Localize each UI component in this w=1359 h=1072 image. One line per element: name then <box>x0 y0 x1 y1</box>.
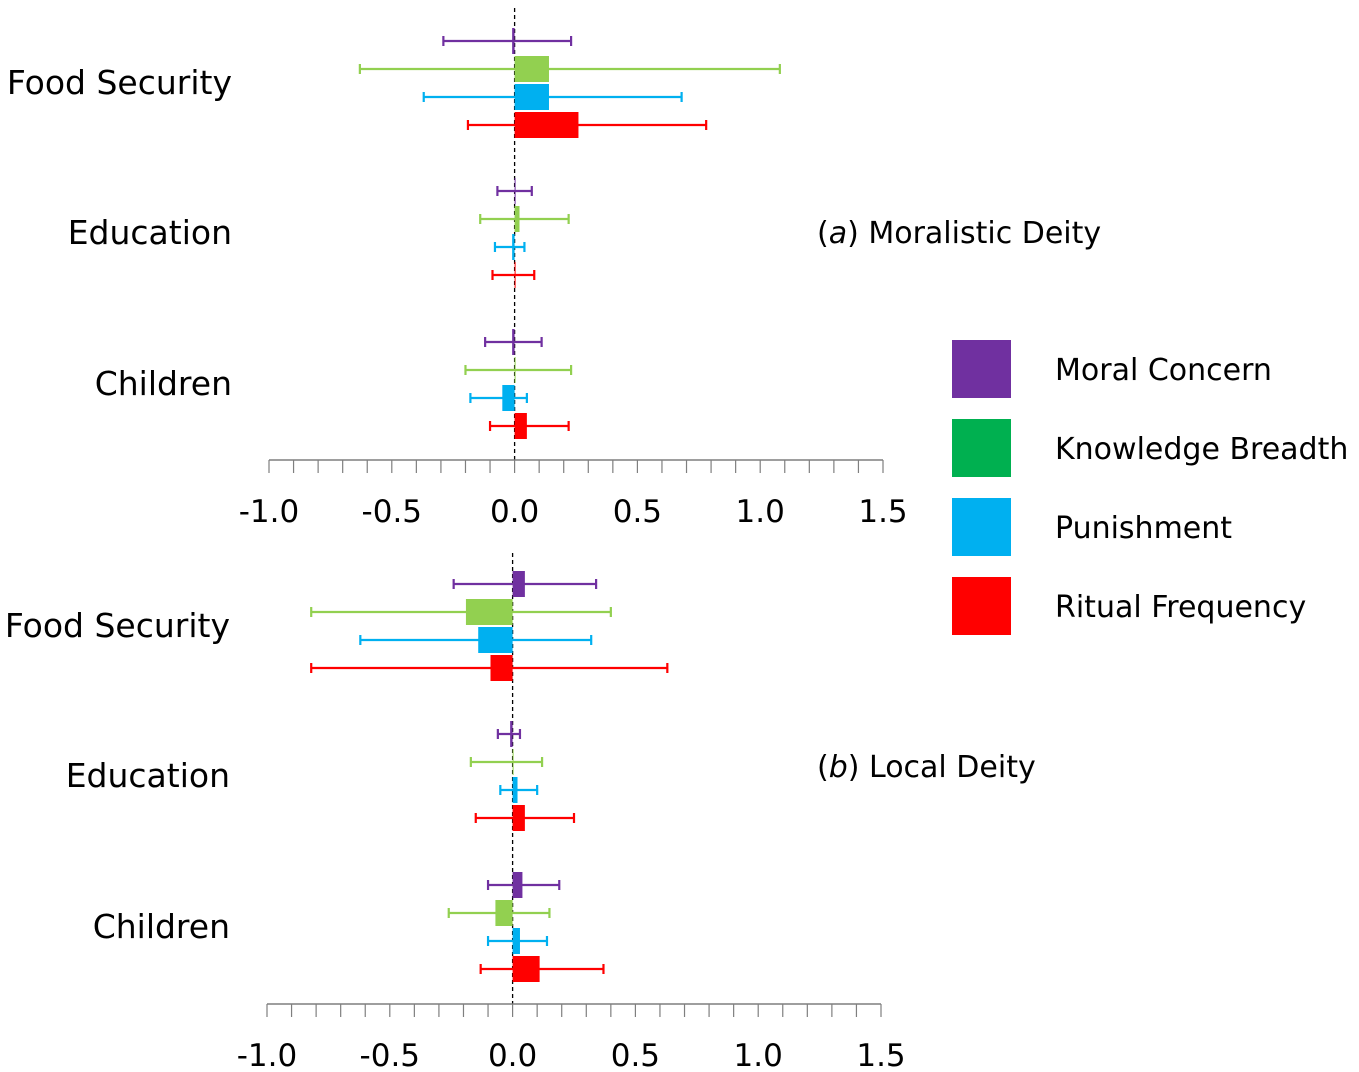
panel-b: -1.0 -0.5 0.0 0.5 1.0 1.5 Food Security Educati… <box>5 553 1036 1072</box>
legend-label: Moral Concern <box>1055 353 1272 388</box>
panel-a: -1.0 -0.5 0.0 0.5 1.0 1.5 Food Security Educati… <box>7 8 1101 530</box>
x-tick-label: -0.5 <box>360 1038 421 1072</box>
panel-title-letter: a <box>829 216 847 251</box>
legend-swatch <box>952 498 1011 556</box>
x-tick-label: -1.0 <box>237 1038 298 1072</box>
category-label: Food Security <box>7 63 232 102</box>
panel-title-text: ) Moralistic Deity <box>847 216 1101 251</box>
chart-legend: Moral Concern Knowledge Breadth Punishment… <box>952 340 1348 635</box>
chart-panels: -1.0 -0.5 0.0 0.5 1.0 1.5 Food Security Educati… <box>5 8 1101 1072</box>
panel-title: (a) Moralistic Deity <box>817 216 1101 251</box>
legend-label: Ritual Frequency <box>1055 590 1306 625</box>
category-label: Education <box>68 213 232 252</box>
x-tick-label: 0.0 <box>490 494 539 530</box>
x-tick-label: -1.0 <box>239 494 300 530</box>
legend-swatch <box>952 419 1011 477</box>
legend-label: Knowledge Breadth <box>1055 432 1348 467</box>
legend-swatch <box>952 577 1011 635</box>
legend-swatch <box>952 340 1011 398</box>
x-tick-label: 1.0 <box>736 494 785 530</box>
x-tick-label: 0.5 <box>613 494 662 530</box>
panel-title-letter: b <box>829 750 848 785</box>
panel-title-text: ) Local Deity <box>848 750 1036 785</box>
x-tick-label: 1.5 <box>856 1038 905 1072</box>
x-tick-label: 0.0 <box>488 1038 537 1072</box>
category-label: Children <box>93 907 230 946</box>
x-tick-label: 0.5 <box>611 1038 660 1072</box>
x-tick-label: -0.5 <box>362 494 423 530</box>
legend-label: Punishment <box>1055 511 1232 546</box>
category-label: Education <box>66 756 230 795</box>
x-tick-label: 1.5 <box>858 494 907 530</box>
panel-title-paren: ( <box>817 750 829 785</box>
panel-title-paren: ( <box>817 216 829 251</box>
category-label: Food Security <box>5 606 230 645</box>
panel-title: (b) Local Deity <box>817 750 1036 785</box>
x-tick-label: 1.0 <box>734 1038 783 1072</box>
category-label: Children <box>95 364 232 403</box>
